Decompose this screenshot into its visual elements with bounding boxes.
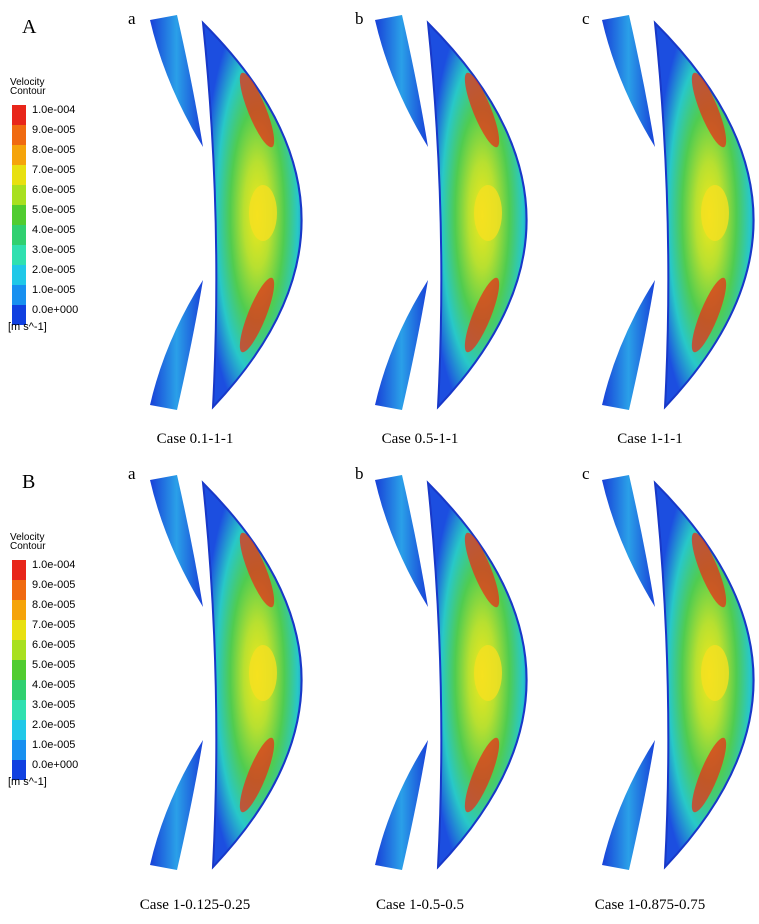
color-swatch	[12, 640, 26, 660]
color-swatch	[12, 580, 26, 600]
legend-tick: 3.0e-005	[32, 699, 75, 711]
color-swatch	[12, 125, 26, 145]
velocity-contour	[149, 474, 303, 871]
legend-tick: 4.0e-005	[32, 224, 75, 236]
legend-tick: 6.0e-005	[32, 639, 75, 651]
legend-tick: 0.0e+000	[32, 759, 78, 771]
legend-tick: 1.0e-005	[32, 284, 75, 296]
legend-tick: 3.0e-005	[32, 244, 75, 256]
color-swatch	[12, 700, 26, 720]
color-swatch	[12, 225, 26, 245]
legend-tick: 7.0e-005	[32, 164, 75, 176]
color-swatch	[12, 145, 26, 165]
color-swatch	[12, 105, 26, 125]
velocity-contour	[374, 474, 528, 871]
color-swatch	[12, 205, 26, 225]
plot-letter: b	[355, 464, 364, 483]
plot-caption: Case 1-0.875-0.75	[595, 897, 705, 913]
color-swatch	[12, 165, 26, 185]
color-swatch	[12, 760, 26, 780]
plot-letter: a	[128, 464, 136, 483]
color-swatch	[12, 185, 26, 205]
legend-tick: 8.0e-005	[32, 599, 75, 611]
legend-tick: 2.0e-005	[32, 264, 75, 276]
plot-caption: Case 1-1-1	[617, 431, 682, 447]
plot-caption: Case 0.1-1-1	[157, 431, 234, 447]
color-swatch	[12, 305, 26, 325]
plot-letter: a	[128, 9, 136, 28]
color-swatch	[12, 560, 26, 580]
velocity-contour	[601, 474, 755, 871]
legend-tick: 8.0e-005	[32, 144, 75, 156]
legend-title: Velocity	[10, 77, 44, 88]
legend-tick: 7.0e-005	[32, 619, 75, 631]
panel-label: B	[22, 471, 35, 493]
color-swatch	[12, 245, 26, 265]
color-swatch	[12, 740, 26, 760]
color-swatch	[12, 265, 26, 285]
legend-tick: 5.0e-005	[32, 204, 75, 216]
legend-title: Contour	[10, 86, 46, 97]
legend-title: Velocity	[10, 532, 44, 543]
plot-letter: c	[582, 9, 590, 28]
legend-tick: 1.0e-004	[32, 559, 75, 571]
legend-tick: 5.0e-005	[32, 659, 75, 671]
plot-letter: b	[355, 9, 364, 28]
legend-tick: 6.0e-005	[32, 184, 75, 196]
plot-caption: Case 0.5-1-1	[382, 431, 459, 447]
legend-title: Contour	[10, 541, 46, 552]
legend-tick: 0.0e+000	[32, 304, 78, 316]
legend-tick: 9.0e-005	[32, 579, 75, 591]
legend-tick: 1.0e-005	[32, 739, 75, 751]
color-swatch	[12, 285, 26, 305]
panel-label: A	[22, 16, 37, 38]
plot-caption: Case 1-0.125-0.25	[140, 897, 250, 913]
legend-tick: 1.0e-004	[32, 104, 75, 116]
legend-tick: 9.0e-005	[32, 124, 75, 136]
legend-unit: [m s^-1]	[8, 776, 47, 788]
plot-letter: c	[582, 464, 590, 483]
color-swatch	[12, 680, 26, 700]
legend-tick: 2.0e-005	[32, 719, 75, 731]
color-swatch	[12, 600, 26, 620]
plot-caption: Case 1-0.5-0.5	[376, 897, 464, 913]
color-swatch	[12, 660, 26, 680]
color-swatch	[12, 720, 26, 740]
color-swatch	[12, 620, 26, 640]
velocity-contour	[149, 14, 303, 411]
legend-tick: 4.0e-005	[32, 679, 75, 691]
legend-unit: [m s^-1]	[8, 321, 47, 333]
velocity-contour	[601, 14, 755, 411]
velocity-contour	[374, 14, 528, 411]
